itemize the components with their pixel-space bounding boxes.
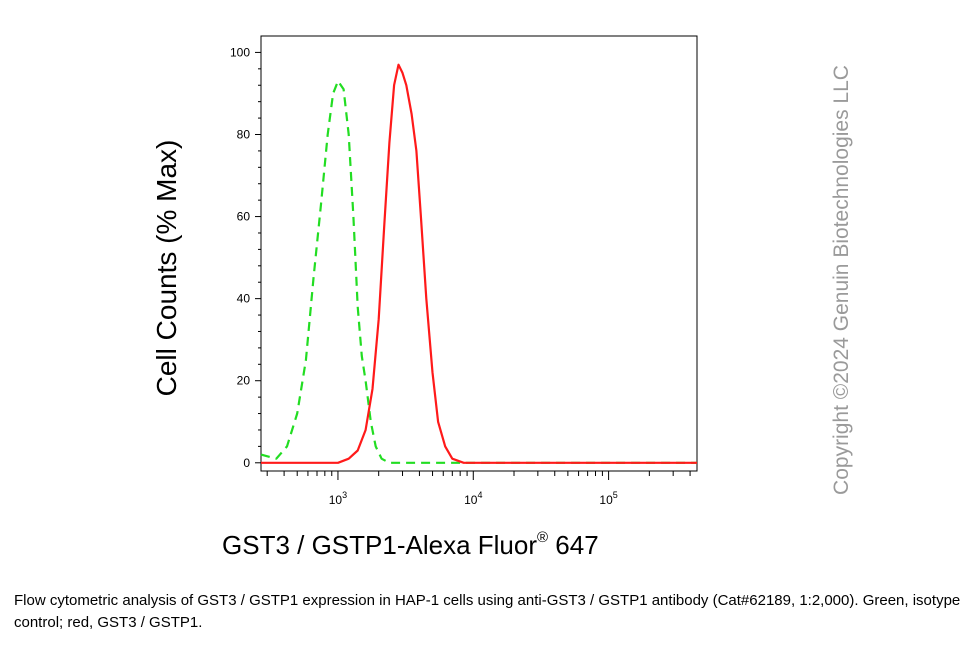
x-axis-ticks: 103 104 105 — [266, 471, 691, 507]
x-tick-label: 104 — [464, 490, 482, 507]
y-tick-label: 40 — [237, 292, 251, 306]
series-layer — [260, 63, 697, 464]
y-tick-label: 80 — [237, 127, 251, 141]
figure-caption: Flow cytometric analysis of GST3 / GSTP1… — [14, 592, 961, 631]
isotype-control-line — [260, 80, 697, 464]
x-axis-title: GST3 / GSTP1-Alexa Fluor® 647 — [222, 529, 599, 570]
y-axis-ticks: 0 20 40 60 80 100 — [230, 45, 261, 470]
x-axis-title-tail: 647 — [548, 530, 599, 560]
y-tick-label: 60 — [237, 210, 251, 224]
x-axis-title-main: GST3 / GSTP1-Alexa Fluor — [222, 530, 537, 560]
plot-border — [260, 35, 698, 472]
y-tick-label: 100 — [230, 45, 250, 59]
x-tick-label: 105 — [599, 490, 617, 507]
y-axis-title: Cell Counts (% Max) — [151, 140, 182, 397]
registered-mark: ® — [536, 529, 549, 547]
y-tick-label: 0 — [243, 456, 250, 470]
plot-frame — [260, 35, 698, 472]
y-tick-label: 20 — [237, 374, 251, 388]
gst3-gstp1-line — [261, 63, 697, 464]
copyright-watermark: Copyright ©2024 Genuin Biotechnologies L… — [830, 65, 853, 495]
x-tick-label: 103 — [329, 490, 347, 507]
